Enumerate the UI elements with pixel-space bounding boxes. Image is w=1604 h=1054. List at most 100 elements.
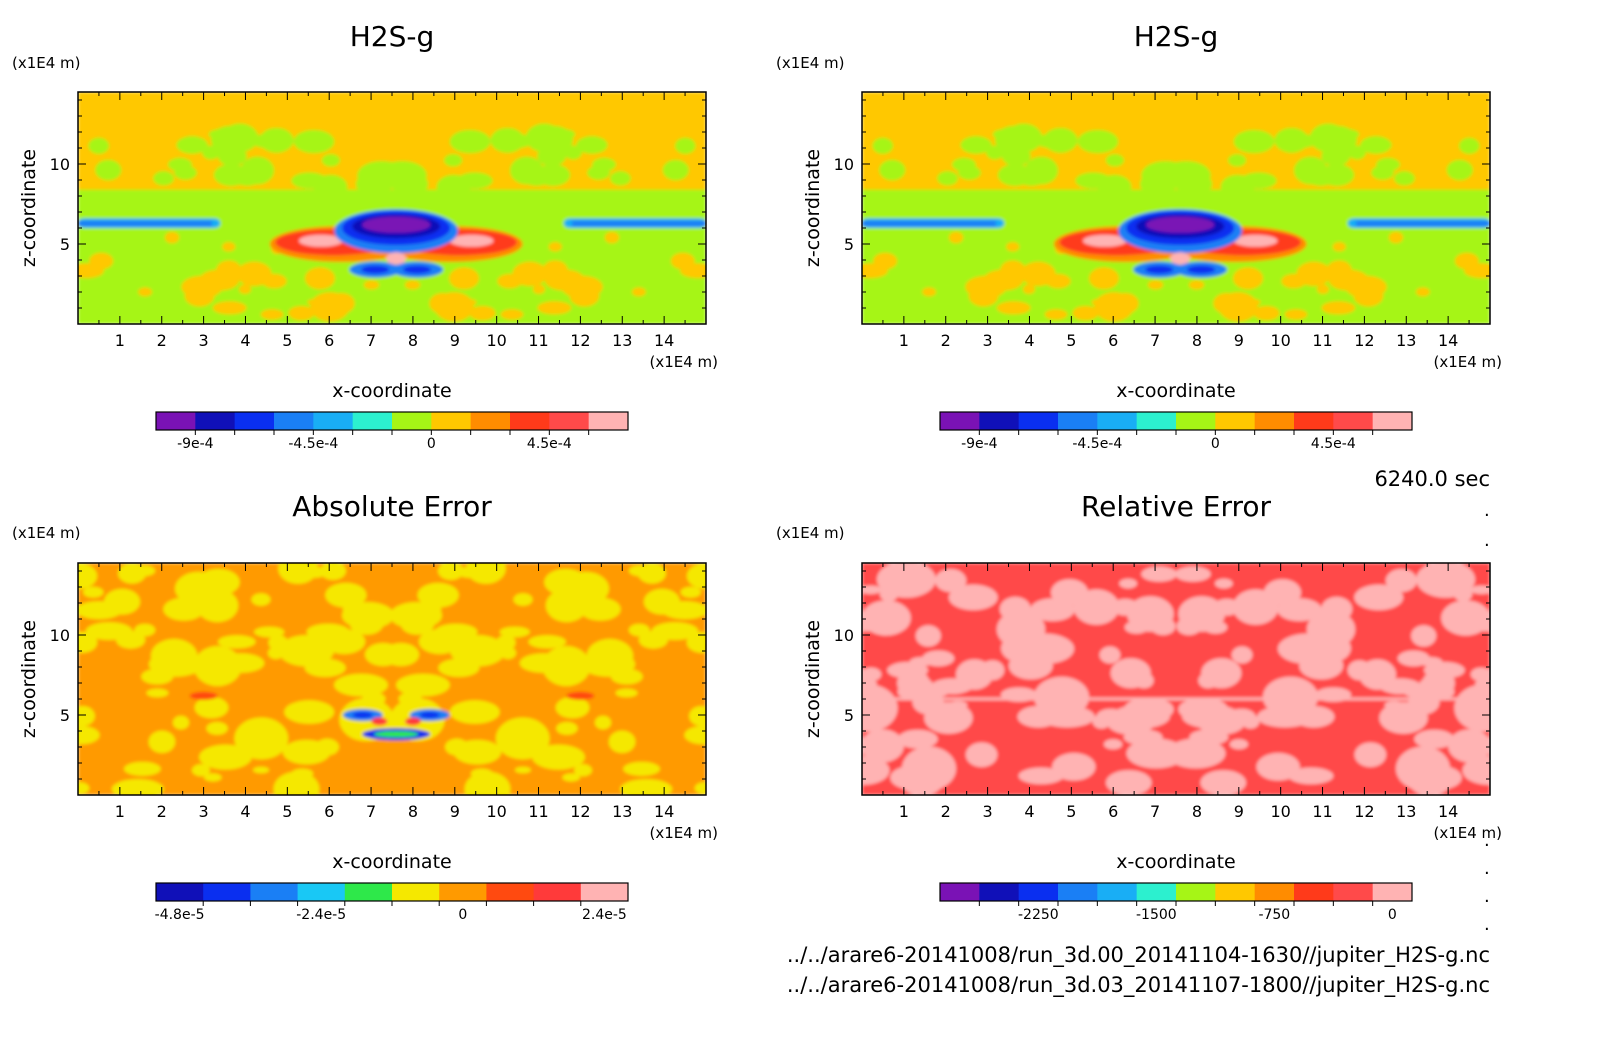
panel-2-x-tick-label: 5 [1066, 331, 1076, 350]
panel-4-x-unit: (x1E4 m) [1433, 824, 1502, 842]
panel-2-x-tick-label: 8 [1192, 331, 1202, 350]
panel-4-x-tick-label: 6 [1108, 802, 1118, 821]
colorbar-swatch [297, 883, 346, 901]
panel-4-ylabel: z-coordinate [802, 620, 824, 738]
panel-4-x-tick-label: 3 [983, 802, 993, 821]
colorbar-swatch [1018, 883, 1059, 901]
panel-4-z-tick-label: 5 [844, 706, 854, 725]
panel-1-x-tick-label: 7 [366, 331, 376, 350]
panel-4-x-tick-label: 4 [1024, 802, 1034, 821]
panel-2-x-tick-label: 10 [1270, 331, 1290, 350]
panel-2-x-tick-label: 4 [1024, 331, 1034, 350]
panel-3-x-tick-label: 11 [528, 802, 548, 821]
panel-3-x-tick-label: 14 [654, 802, 674, 821]
colorbar-swatch [1058, 883, 1098, 901]
colorbar-swatch [1294, 412, 1334, 430]
colorbar-swatch [1333, 412, 1374, 430]
colorbar-swatch [392, 883, 440, 901]
panel-4-z-unit: (x1E4 m) [776, 524, 845, 542]
panel-2-colorbar: -9e-4 -4.5e-4 0 4.5e-4 [939, 411, 1413, 452]
panel-2-x-tick-label: 13 [1396, 331, 1416, 350]
time-label: 6240.0 sec [1374, 467, 1490, 491]
panel-3-x-tick-label: 10 [486, 802, 506, 821]
panel-1-x-tick-label: 9 [450, 331, 460, 350]
colorbar-swatch [1176, 412, 1216, 430]
panel-3-x-tick-label: 5 [282, 802, 292, 821]
panel-3-x-tick-label: 3 [199, 802, 209, 821]
colorbar-swatch [1176, 883, 1216, 901]
panel-1-z-tick-label: 5 [60, 235, 70, 254]
colorbar-swatch [940, 412, 980, 430]
panel-1-colorbar-label: -4.5e-4 [288, 436, 338, 452]
panel-4-colorbar: -2250 -1500 -750 0 [939, 882, 1413, 923]
panel-3-ylabel: z-coordinate [18, 620, 40, 738]
colorbar-swatch [510, 412, 550, 430]
panel-3-z-tick-label: 10 [50, 626, 70, 645]
panel-3-x-tick-label: 6 [324, 802, 334, 821]
panel-1-title: H2S-g [350, 20, 435, 53]
svg-text:.: . [1484, 500, 1490, 521]
panel-3-x-tick-label: 2 [157, 802, 167, 821]
panel-4-x-tick-label: 12 [1354, 802, 1374, 821]
panel-1-x-tick-label: 6 [324, 331, 334, 350]
panel-3-title: Absolute Error [292, 490, 492, 523]
panel-1-x-tick-label: 13 [612, 331, 632, 350]
panel-1-x-tick-label: 1 [115, 331, 125, 350]
panel-3-colorbar-label: -4.8e-5 [155, 907, 205, 923]
panel-2-xlabel: x-coordinate [1116, 380, 1235, 402]
panel-2-x-unit: (x1E4 m) [1433, 353, 1502, 371]
panel-3-x-tick-label: 13 [612, 802, 632, 821]
colorbar-swatch [979, 412, 1020, 430]
colorbar-swatch [234, 412, 275, 430]
panel-3-x-unit: (x1E4 m) [649, 824, 718, 842]
colorbar-swatch [1215, 412, 1256, 430]
panel-2-x-tick-label: 1 [899, 331, 909, 350]
panel-3-x-tick-label: 9 [450, 802, 460, 821]
panel-2-ylabel: z-coordinate [802, 149, 824, 267]
panel-4-x-tick-label: 9 [1234, 802, 1244, 821]
panel-3-x-tick-label: 8 [408, 802, 418, 821]
colorbar-swatch [1215, 883, 1256, 901]
colorbar-swatch [549, 412, 590, 430]
svg-text:.: . [1484, 886, 1490, 907]
svg-text:.: . [1484, 530, 1490, 551]
panel-1-z-tick-label: 10 [50, 155, 70, 174]
colorbar-swatch [392, 412, 432, 430]
svg-text:.: . [1484, 830, 1490, 851]
panel-2-field [862, 92, 1490, 324]
panel-1-colorbar: -9e-4 -4.5e-4 0 4.5e-4 [155, 411, 629, 452]
colorbar-swatch [1294, 883, 1334, 901]
panel-3-x-tick-label: 1 [115, 802, 125, 821]
colorbar-swatch [588, 412, 629, 430]
panel-1-colorbar-label: -9e-4 [177, 436, 214, 452]
panel-2-x-tick-label: 7 [1150, 331, 1160, 350]
colorbar-swatch [580, 883, 629, 901]
panel-4-x-tick-label: 1 [899, 802, 909, 821]
svg-text:.: . [1484, 858, 1490, 879]
panel-3-x-tick-label: 7 [366, 802, 376, 821]
panel-2-x-tick-label: 12 [1354, 331, 1374, 350]
panel-1-x-tick-label: 11 [528, 331, 548, 350]
panel-3-colorbar-label: 0 [458, 907, 467, 923]
panel-2-x-tick-label: 11 [1312, 331, 1332, 350]
colorbar-swatch [203, 883, 251, 901]
panel-2-colorbar-label: 0 [1211, 436, 1220, 452]
panel-3-field [78, 563, 706, 795]
panel-4-x-tick-label: 8 [1192, 802, 1202, 821]
colorbar-swatch [1372, 883, 1413, 901]
panel-1-x-unit: (x1E4 m) [649, 353, 718, 371]
panel-4-x-tick-label: 10 [1270, 802, 1290, 821]
panel-3-x-tick-label: 4 [240, 802, 250, 821]
colorbar-swatch [313, 412, 354, 430]
colorbar-swatch [1372, 412, 1413, 430]
colorbar-swatch [1097, 412, 1138, 430]
colorbar-swatch [439, 883, 487, 901]
decorative-dots: . . . . . . [1484, 500, 1490, 935]
panel-4-colorbar-label: 0 [1388, 907, 1397, 923]
panel-2-colorbar-label: -4.5e-4 [1072, 436, 1122, 452]
panel-4-x-tick-label: 5 [1066, 802, 1076, 821]
